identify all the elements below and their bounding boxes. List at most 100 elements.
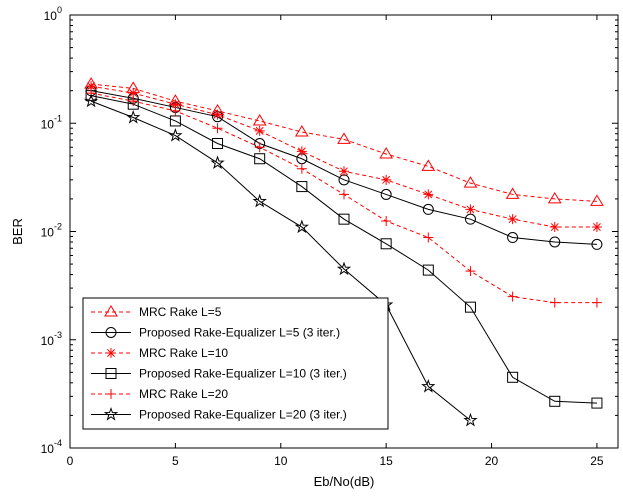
data-point bbox=[169, 115, 181, 127]
legend-marker bbox=[106, 348, 116, 358]
data-point bbox=[381, 216, 392, 227]
y-tick-base: 10 bbox=[44, 9, 58, 23]
data-point bbox=[380, 238, 392, 250]
series-3 bbox=[86, 81, 602, 233]
data-point bbox=[507, 291, 518, 302]
data-point bbox=[254, 125, 265, 136]
legend-box bbox=[82, 297, 389, 430]
y-tick-exponent: -3 bbox=[54, 330, 62, 340]
data-point bbox=[421, 159, 436, 171]
data-point bbox=[83, 93, 99, 108]
data-point bbox=[422, 264, 434, 276]
x-tick-label: 10 bbox=[274, 454, 288, 468]
legend-marker bbox=[105, 368, 117, 379]
data-point bbox=[212, 123, 223, 134]
x-tick-label: 15 bbox=[379, 454, 393, 468]
legend-marker bbox=[104, 305, 118, 317]
data-point bbox=[168, 128, 183, 142]
series-layer bbox=[83, 77, 604, 427]
data-point bbox=[590, 194, 604, 206]
series-6 bbox=[83, 93, 478, 427]
data-point bbox=[252, 193, 267, 208]
y-tick-label: 10-3 bbox=[41, 330, 62, 348]
data-point bbox=[170, 105, 181, 116]
y-tick-label: 100 bbox=[44, 5, 62, 23]
legend-marker bbox=[105, 327, 117, 338]
x-tick-label: 5 bbox=[172, 454, 179, 468]
data-point bbox=[339, 189, 349, 200]
data-point bbox=[210, 155, 225, 170]
data-point bbox=[463, 412, 478, 427]
y-tick-exponent: -2 bbox=[54, 222, 62, 232]
y-tick-base: 10 bbox=[41, 226, 55, 240]
legend-label: Proposed Rake-Equalizer L=20 (3 iter.) bbox=[139, 408, 347, 422]
data-point bbox=[549, 395, 561, 407]
y-axis-label: BER bbox=[10, 218, 25, 245]
data-point bbox=[505, 187, 520, 199]
legend-entry: MRC Rake L=5 bbox=[91, 305, 222, 319]
series-line bbox=[90, 95, 597, 404]
data-point bbox=[463, 176, 478, 188]
legend-label: MRC Rake L=10 bbox=[139, 346, 228, 360]
legend-label: MRC Rake L=20 bbox=[139, 387, 228, 401]
data-point bbox=[128, 88, 139, 99]
data-point bbox=[507, 214, 518, 225]
data-point bbox=[252, 113, 267, 126]
data-point bbox=[423, 232, 434, 243]
data-point bbox=[339, 166, 349, 177]
data-point bbox=[254, 153, 266, 165]
data-point bbox=[547, 191, 562, 204]
data-point bbox=[296, 181, 308, 193]
data-point bbox=[549, 297, 560, 308]
data-point bbox=[128, 96, 139, 107]
data-point bbox=[380, 188, 392, 200]
x-axis-label: Eb/No(dB) bbox=[314, 474, 375, 489]
data-point bbox=[337, 132, 351, 144]
data-point bbox=[591, 238, 603, 250]
legend-entry: Proposed Rake-Equalizer L=10 (3 iter.) bbox=[91, 367, 347, 381]
series-5 bbox=[86, 88, 602, 308]
x-tick-label: 25 bbox=[590, 454, 604, 468]
data-point bbox=[381, 174, 392, 185]
y-tick-label: 10-4 bbox=[41, 438, 62, 456]
data-point bbox=[591, 222, 602, 233]
data-point bbox=[549, 222, 560, 233]
legend-label: Proposed Rake-Equalizer L=5 (3 iter.) bbox=[139, 326, 340, 340]
y-tick-label: 10-1 bbox=[41, 113, 62, 131]
data-point bbox=[465, 204, 476, 215]
data-point bbox=[212, 109, 223, 120]
legend-label: Proposed Rake-Equalizer L=10 (3 iter.) bbox=[139, 367, 347, 381]
data-point bbox=[86, 81, 97, 92]
data-point bbox=[421, 378, 436, 393]
data-point bbox=[422, 203, 434, 215]
y-tick-base: 10 bbox=[41, 442, 55, 456]
legend-entry: MRC Rake L=20 bbox=[91, 387, 228, 401]
y-tick-exponent: -1 bbox=[54, 113, 62, 123]
data-point bbox=[507, 232, 519, 244]
data-point bbox=[549, 236, 561, 248]
legend-entry: MRC Rake L=10 bbox=[91, 346, 228, 360]
series-line bbox=[90, 100, 471, 421]
data-point bbox=[296, 163, 307, 174]
data-point bbox=[507, 371, 519, 383]
data-point bbox=[464, 301, 476, 313]
data-point bbox=[296, 146, 307, 157]
x-tick-label: 0 bbox=[67, 454, 74, 468]
data-point bbox=[212, 138, 224, 150]
data-point bbox=[126, 109, 141, 124]
legend-entry: Proposed Rake-Equalizer L=20 (3 iter.) bbox=[91, 406, 347, 422]
data-point bbox=[423, 189, 434, 200]
legend-marker bbox=[103, 406, 119, 421]
y-tick-label: 10-2 bbox=[41, 222, 62, 240]
legend: MRC Rake L=5 Proposed Rake-Equalizer L=5 … bbox=[82, 297, 389, 430]
legend-label: MRC Rake L=5 bbox=[139, 305, 222, 319]
data-point bbox=[170, 99, 181, 110]
data-point bbox=[338, 213, 350, 225]
y-tick-exponent: 0 bbox=[57, 5, 62, 15]
y-tick-base: 10 bbox=[41, 117, 55, 131]
y-tick-exponent: -4 bbox=[54, 438, 62, 448]
data-point bbox=[336, 261, 352, 276]
data-point bbox=[254, 142, 265, 153]
